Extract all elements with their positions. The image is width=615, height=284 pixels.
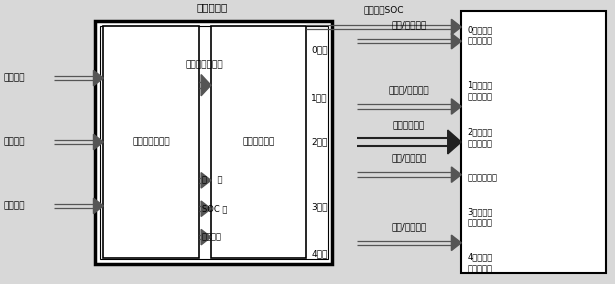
Text: 电池初始SOC: 电池初始SOC (363, 5, 404, 14)
Text: 车辆工况判断: 车辆工况判断 (242, 137, 275, 147)
Text: 急速/平稳起步: 急速/平稳起步 (391, 20, 427, 29)
Polygon shape (451, 19, 461, 35)
Polygon shape (93, 70, 103, 86)
Polygon shape (201, 201, 211, 216)
Text: 制动踏板: 制动踏板 (3, 137, 25, 147)
Text: 1模式下电
机控制策略: 1模式下电 机控制策略 (467, 81, 493, 101)
Bar (103, 26, 199, 258)
Text: 加速踏板: 加速踏板 (3, 74, 25, 83)
Text: 钥匙位置: 钥匙位置 (3, 201, 25, 210)
Text: 4跛行: 4跛行 (311, 250, 328, 259)
Text: SOC 值: SOC 值 (202, 204, 227, 213)
Text: 动力控制系统: 动力控制系统 (467, 173, 498, 182)
Text: 0模式下电
机控制策略: 0模式下电 机控制策略 (467, 25, 493, 46)
Bar (95, 21, 332, 264)
Bar (461, 11, 606, 273)
Polygon shape (451, 235, 461, 250)
Polygon shape (451, 99, 461, 114)
Text: 急加速/平稳加速: 急加速/平稳加速 (389, 85, 429, 95)
Text: 3模式下电
机控制策略: 3模式下电 机控制策略 (467, 207, 493, 227)
Polygon shape (451, 167, 461, 182)
Text: 电池/电机失效: 电池/电机失效 (391, 222, 427, 231)
Text: 请求转矩等指令: 请求转矩等指令 (186, 60, 224, 70)
Polygon shape (93, 134, 103, 150)
Polygon shape (201, 229, 211, 245)
Text: 紧急/一般制动: 紧急/一般制动 (391, 154, 427, 163)
Text: 2模式下电
机控制策略: 2模式下电 机控制策略 (467, 128, 493, 148)
Polygon shape (201, 75, 211, 96)
Polygon shape (93, 198, 103, 214)
Text: 整车控制器: 整车控制器 (197, 2, 228, 12)
Text: 车    速: 车 速 (202, 176, 222, 185)
Polygon shape (201, 173, 211, 188)
Text: 0起步: 0起步 (311, 45, 328, 54)
Text: 3制动: 3制动 (311, 203, 328, 212)
Text: 2加速: 2加速 (311, 137, 328, 147)
Text: 其他信号: 其他信号 (202, 233, 222, 242)
Text: 驾驶员意图识别: 驾驶员意图识别 (132, 137, 170, 147)
Polygon shape (448, 130, 461, 154)
Text: 4模式下电
机控制策略: 4模式下电 机控制策略 (467, 252, 493, 273)
Polygon shape (451, 34, 461, 49)
Text: 1巡航: 1巡航 (311, 93, 328, 103)
Bar (100, 26, 328, 259)
Bar (211, 26, 306, 258)
Text: 请求功率指令: 请求功率指令 (393, 121, 425, 130)
